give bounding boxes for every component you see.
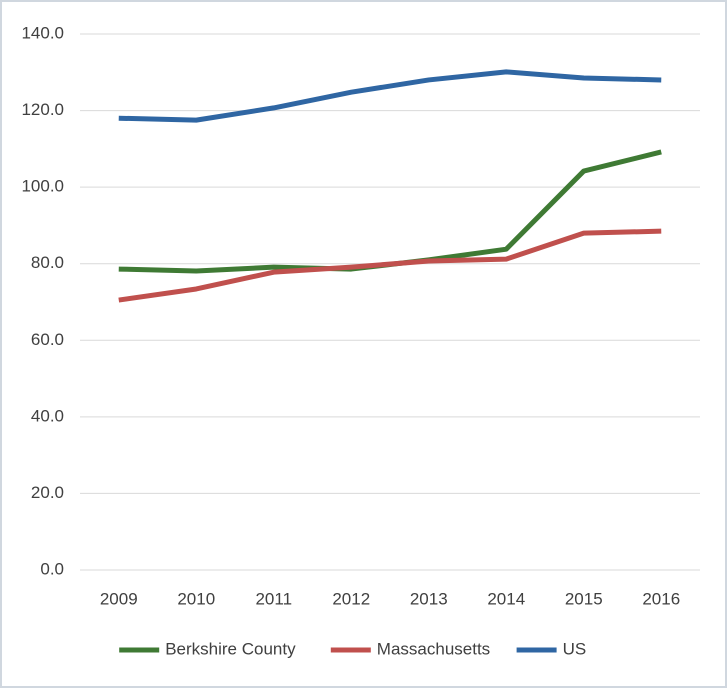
y-tick-label: 40.0 xyxy=(31,406,64,425)
y-tick-label: 120.0 xyxy=(21,100,64,119)
legend-label: Massachusetts xyxy=(377,639,490,658)
y-tick-label: 20.0 xyxy=(31,483,64,502)
y-tick-label: 140.0 xyxy=(21,23,64,42)
line-series xyxy=(118,69,662,123)
y-tick-label: 0.0 xyxy=(40,559,64,578)
x-tick-label: 2016 xyxy=(642,589,680,608)
x-tick-label: 2010 xyxy=(177,589,215,608)
x-tick-label: 2009 xyxy=(100,589,138,608)
legend-label: US xyxy=(563,639,587,658)
line-series xyxy=(118,228,662,303)
x-tick-label: 2015 xyxy=(565,589,603,608)
legend-item: Massachusetts xyxy=(330,639,490,658)
y-tick-label: 80.0 xyxy=(31,253,64,272)
legend-item: US xyxy=(516,639,587,658)
y-tick-label: 100.0 xyxy=(21,177,64,196)
x-tick-label: 2013 xyxy=(410,589,448,608)
x-tick-label: 2014 xyxy=(487,589,525,608)
legend-item: Berkshire County xyxy=(119,639,296,658)
legend-label: Berkshire County xyxy=(165,639,296,658)
x-tick-label: 2011 xyxy=(255,589,292,608)
x-tick-label: 2012 xyxy=(332,589,370,608)
y-tick-label: 60.0 xyxy=(31,330,64,349)
